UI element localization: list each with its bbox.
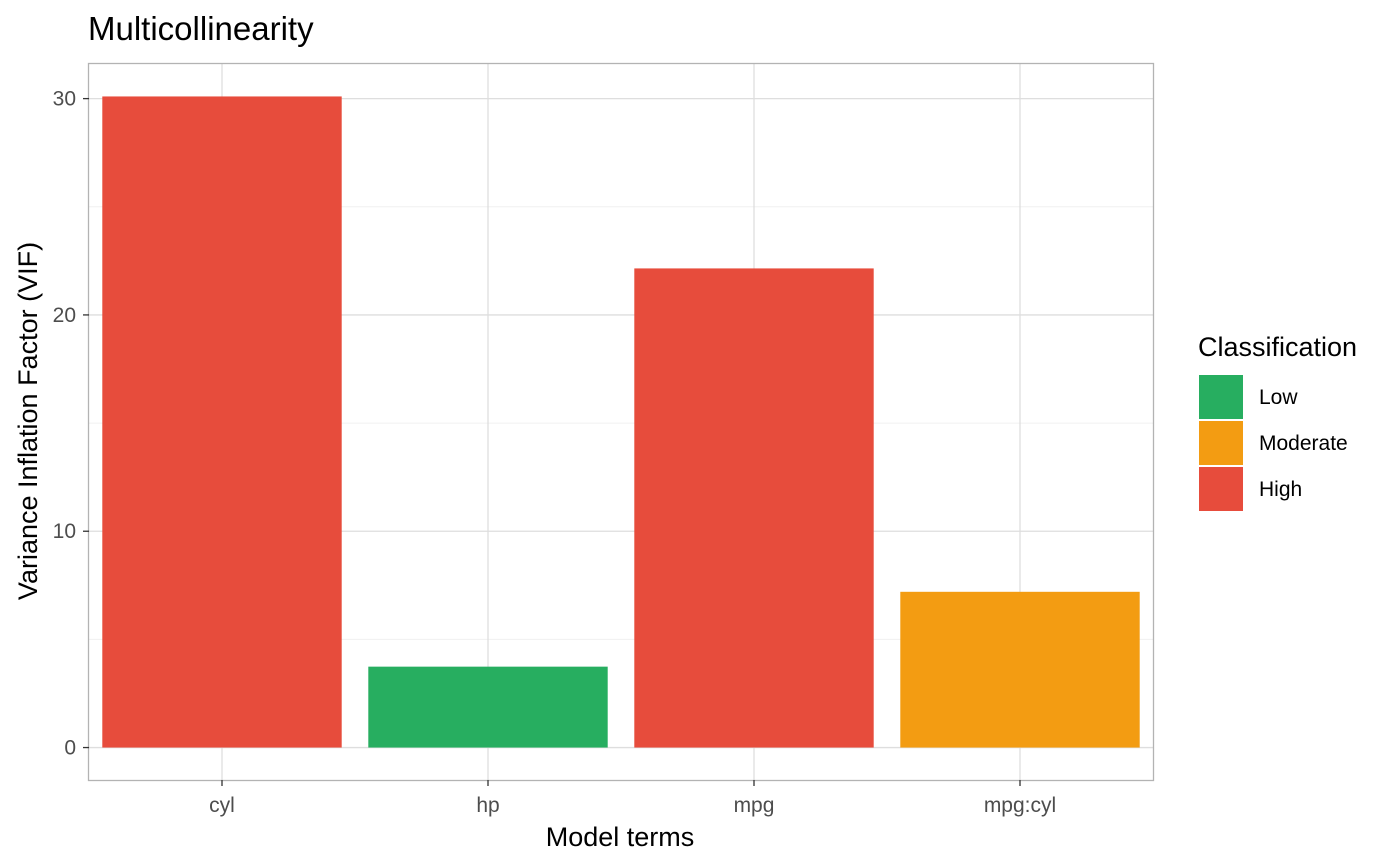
- legend-items: Low Moderate High: [1199, 375, 1348, 511]
- legend-label: High: [1259, 478, 1302, 501]
- legend-key-moderate: [1199, 421, 1243, 465]
- y-tick-label: 0: [64, 737, 76, 760]
- bars: [102, 96, 1140, 748]
- bar-hp: [368, 666, 608, 748]
- x-tick-label: hp: [476, 794, 499, 817]
- bar-cyl: [102, 96, 342, 748]
- axis-ticks: [83, 97, 1021, 786]
- y-axis-title: Variance Inflation Factor (VIF): [13, 242, 43, 600]
- bar-mpg: [634, 268, 874, 748]
- legend-label: Low: [1259, 386, 1298, 409]
- legend-title: Classification: [1198, 332, 1357, 362]
- chart-title: Multicollinearity: [88, 10, 314, 47]
- panel-border: [87, 62, 1155, 782]
- legend: Classification Low Moderate High: [1198, 332, 1357, 511]
- x-axis-title: Model terms: [546, 822, 695, 852]
- legend-label: Moderate: [1259, 432, 1348, 455]
- legend-key-high: [1199, 467, 1243, 511]
- x-tick-label: cyl: [209, 794, 235, 817]
- y-tick-label: 10: [53, 520, 76, 543]
- legend-key-low: [1199, 375, 1243, 419]
- x-tick-label: mpg:cyl: [984, 794, 1056, 817]
- y-tick-label: 30: [53, 88, 76, 111]
- y-tick-label: 20: [53, 304, 76, 327]
- x-tick-label: mpg: [734, 794, 775, 817]
- bar-mpg:cyl: [900, 591, 1140, 748]
- tick-labels: 0 10 20 30 cyl hp mpg mpg:cyl: [53, 88, 1057, 817]
